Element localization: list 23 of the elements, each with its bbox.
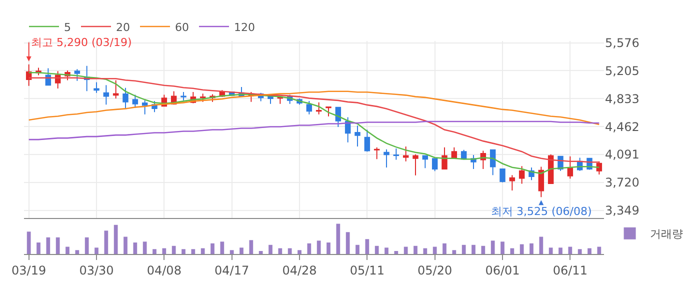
- x-tick-label: 04/17: [214, 263, 250, 278]
- y-tick-label: 5,576: [605, 36, 640, 50]
- legend-label: 5: [64, 20, 71, 34]
- x-tick-label: 05/11: [350, 263, 384, 278]
- x-tick-label: 03/30: [79, 263, 114, 278]
- x-tick-label: 03/19: [12, 263, 46, 278]
- y-tick-label: 3,720: [605, 176, 640, 190]
- legend-label: 거래량: [650, 228, 683, 241]
- x-tick-label: 06/01: [485, 263, 520, 278]
- annotation: 최고 5,290 (03/19): [31, 36, 132, 49]
- y-tick-label: 4,462: [605, 120, 640, 134]
- legend-label: 120: [234, 20, 255, 34]
- legend-label: 20: [116, 20, 130, 34]
- y-tick-label: 4,833: [605, 92, 640, 106]
- x-tick-label: 04/08: [146, 263, 182, 278]
- x-tick-label: 04/28: [282, 263, 317, 278]
- y-tick-label: 4,091: [605, 148, 640, 162]
- x-tick-label: 05/20: [418, 263, 452, 278]
- y-tick-label: 3,349: [605, 204, 640, 218]
- annotation: 최저 3,525 (06/08): [491, 205, 592, 218]
- legend-label: 60: [175, 20, 189, 34]
- y-tick-label: 5,205: [605, 64, 640, 78]
- x-tick-label: 06/11: [552, 263, 588, 278]
